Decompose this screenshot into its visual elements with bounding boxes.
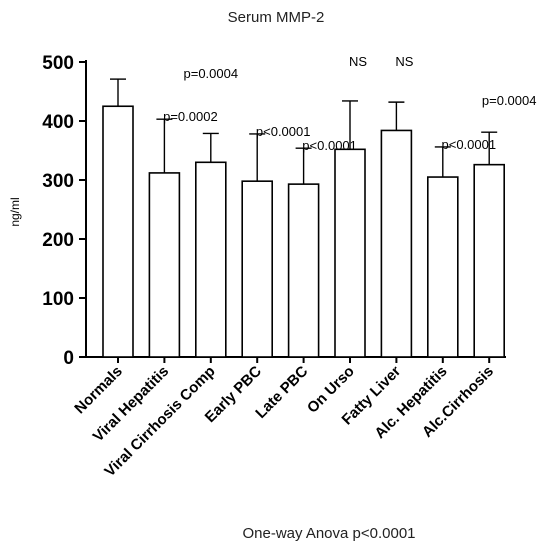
anova-footnote: One-way Anova p<0.0001 (242, 525, 415, 542)
y-axis-label: ng/ml (8, 197, 22, 226)
y-tick-label: 500 (42, 53, 74, 74)
bar (334, 148, 366, 358)
significance-label: p<0.0001 (256, 124, 311, 139)
chart-title: Serum MMP-2 (228, 9, 325, 26)
y-tick-label: 300 (42, 171, 74, 192)
bar (195, 161, 227, 358)
y-tick-label: 400 (42, 112, 74, 133)
y-tick-label: 100 (42, 289, 74, 310)
significance-label: p=0.0002 (163, 109, 218, 124)
significance-label: p=0.0004 (184, 66, 239, 81)
bar (241, 180, 273, 358)
bar (380, 129, 413, 358)
y-tick-label: 200 (42, 230, 74, 251)
bar (473, 163, 506, 358)
bar (426, 176, 459, 358)
significance-label: NS (349, 54, 367, 69)
significance-label: NS (395, 54, 413, 69)
significance-label: p=0.0004 (482, 93, 537, 108)
y-tick-label: 0 (63, 348, 74, 369)
significance-label: p<0.0001 (442, 137, 497, 152)
bar (287, 183, 320, 358)
bar (148, 172, 181, 358)
bar (102, 105, 134, 358)
